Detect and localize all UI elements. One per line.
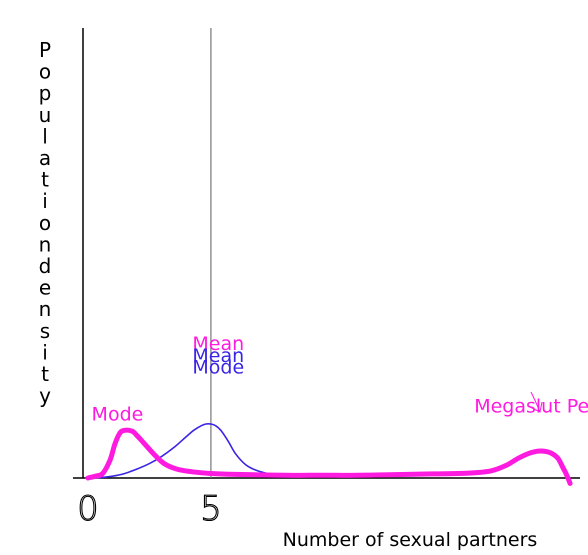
megaslut-arrow	[530, 391, 543, 413]
blue-distribution-curve	[87, 422, 306, 479]
x-tick-label: 5	[200, 489, 222, 529]
series-group	[85, 422, 573, 486]
axes	[73, 28, 580, 479]
annotation-label: Mean	[192, 333, 244, 355]
annotation-label: Megaslut Peak	[474, 395, 588, 417]
x-axis-label: Number of sexual partners	[283, 529, 538, 551]
x-tick-label: 0	[77, 489, 99, 529]
magenta-distribution-curve	[85, 427, 573, 486]
annotation-label: Mode	[192, 357, 244, 379]
annotation-label: Mode	[92, 403, 144, 425]
annotation-label: Mean	[192, 345, 244, 367]
